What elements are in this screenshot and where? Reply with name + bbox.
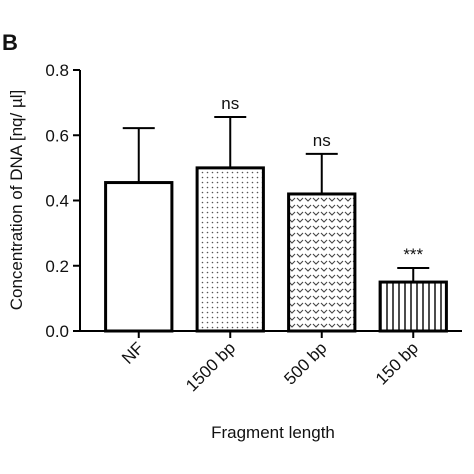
y-axis-label: Concentration of DNA [nq/ µl] [7,90,26,311]
bar [287,192,357,333]
y-tick-label: 0.0 [45,322,69,341]
significance-label: ns [221,94,239,113]
y-tick-label: 0.8 [45,61,69,80]
bar [378,280,448,333]
panel-label: B [2,30,18,55]
bar [195,166,265,333]
significance-label: ns [313,131,331,150]
y-tick-label: 0.4 [45,192,69,211]
significance-label: *** [403,245,423,264]
x-tick-label: NF [118,338,147,367]
x-tick-label: 500 bp [280,338,330,388]
x-axis-label: Fragment length [211,423,335,442]
x-tick-label: 1500 bp [182,338,239,395]
bar [104,181,174,333]
y-tick-label: 0.6 [45,126,69,145]
y-tick-label: 0.2 [45,257,69,276]
x-tick-label: 150 bp [372,338,422,388]
